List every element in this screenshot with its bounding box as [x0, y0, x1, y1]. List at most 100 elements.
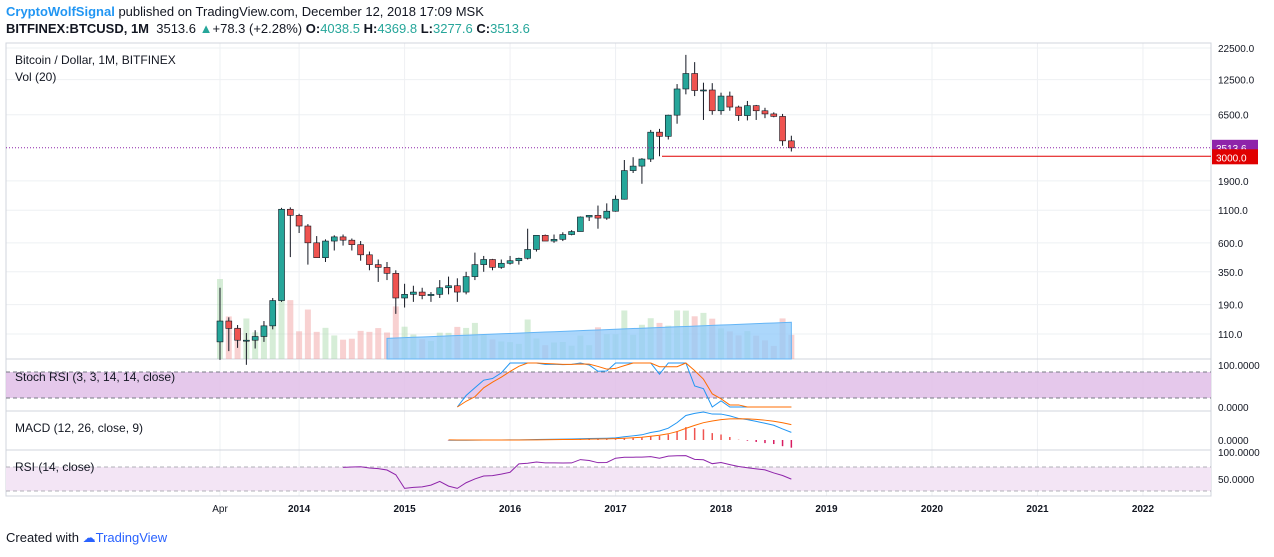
candle-body	[295, 215, 303, 227]
ohlc-header: BITFINEX:BTCUSD, 1M 3513.6 ▲+78.3 (+2.28…	[6, 21, 530, 36]
candle-body	[506, 260, 514, 264]
price-tick-label: 22500.0	[1218, 44, 1255, 55]
price-axis: 22500.0 12500.0 6500.0 1900.0 1100.0 600.0 350…	[1218, 44, 1255, 341]
volume-pane-title: Vol (20)	[15, 70, 56, 84]
time-tick-label: 2015	[393, 504, 416, 515]
price-tick-label: 12500.0	[1218, 76, 1255, 87]
candle-body	[568, 231, 575, 235]
candle-body	[383, 267, 391, 274]
volume-bar	[287, 300, 294, 359]
author-link[interactable]: CryptoWolfSignal	[6, 4, 115, 19]
candle-body	[656, 131, 663, 137]
price-tick-label: 110.0	[1218, 330, 1243, 341]
time-axis: Apr 2014 2015 2016 2017 2018 2019 2020 2021 2022	[212, 504, 1154, 515]
l-label: L:	[420, 21, 433, 36]
volume-bar	[366, 331, 373, 359]
volume-bar	[340, 339, 347, 359]
time-tick-label: 2017	[604, 504, 627, 515]
candle-body	[761, 110, 769, 115]
candle-body	[366, 254, 373, 265]
candle-body	[313, 242, 320, 258]
time-tick-label: 2014	[288, 504, 311, 515]
time-tick-label: 2021	[1026, 504, 1049, 515]
candle-body	[471, 264, 479, 277]
candle-body	[559, 234, 567, 240]
tradingview-brand-link[interactable]: TradingView	[95, 530, 168, 545]
candle-body	[348, 239, 356, 245]
candle-body	[533, 235, 540, 250]
footer: Created with ☁TradingView	[6, 530, 167, 546]
h-label: H:	[363, 21, 378, 36]
macd-pane-title: MACD (12, 26, close, 9)	[15, 421, 143, 435]
main-pane[interactable]	[5, 42, 1212, 360]
h-value: 4369.8	[377, 21, 418, 36]
candle-body	[691, 73, 698, 91]
candle-body	[304, 225, 312, 244]
level-price-label: 3000.0	[1216, 153, 1247, 164]
level-price-label-bg	[1212, 149, 1258, 165]
time-tick-label: 2018	[710, 504, 733, 515]
time-tick-label: 2022	[1132, 504, 1155, 515]
stoch-pane-title: Stoch RSI (3, 3, 14, 14, close)	[15, 370, 175, 384]
candle-body	[726, 95, 734, 108]
candle-body	[541, 235, 549, 242]
candle-body	[621, 170, 628, 200]
macd-tick-0: 0.0000	[1218, 436, 1249, 447]
tradingview-logo-icon[interactable]: ☁	[82, 530, 96, 545]
price-tick-label: 600.0	[1218, 239, 1243, 250]
publish-header: CryptoWolfSignal published on TradingVie…	[6, 4, 484, 19]
volume-bar	[392, 306, 399, 359]
up-arrow-icon: ▲	[199, 21, 213, 36]
candle-body	[243, 339, 250, 342]
change-value: +78.3 (+2.28%)	[212, 21, 303, 36]
candle-body	[682, 73, 690, 90]
candle-body	[585, 215, 593, 218]
o-label: O:	[305, 21, 321, 36]
c-label: C:	[476, 21, 491, 36]
candle-body	[225, 320, 233, 329]
candle-body	[770, 113, 778, 117]
candle-body	[612, 198, 619, 212]
o-value: 4038.5	[320, 21, 360, 36]
candle-body	[427, 294, 435, 296]
candle-body	[700, 89, 707, 92]
candle-body	[410, 291, 417, 295]
grid	[6, 43, 1211, 496]
time-tick-label: 2020	[921, 504, 944, 515]
candle-body	[374, 264, 382, 268]
main-pane-title: Bitcoin / Dollar, 1M, BITFINEX	[15, 53, 176, 67]
candle-body	[436, 287, 444, 295]
candle-body	[524, 249, 531, 259]
volume-bar	[313, 331, 320, 359]
published-text: published on TradingView.com, December 1…	[118, 4, 484, 19]
candle-body	[287, 208, 294, 216]
candle-body	[454, 285, 461, 293]
candle-body	[673, 88, 681, 116]
candle-body	[392, 273, 400, 299]
rsi-tick-100: 100.0000	[1218, 448, 1260, 459]
volume-bar	[331, 335, 338, 359]
volume-bar	[375, 328, 382, 359]
candle-body	[717, 95, 725, 112]
candle-body	[629, 165, 637, 171]
price-tick-label: 1100.0	[1218, 206, 1248, 217]
candle-body	[278, 208, 285, 301]
stoch-band	[6, 372, 1211, 398]
volume-bar	[357, 330, 364, 359]
time-tick-label: 2016	[499, 504, 522, 515]
candle-body	[594, 215, 602, 219]
symbol-label: BITFINEX:BTCUSD, 1M	[6, 21, 149, 36]
candle-body	[603, 210, 611, 219]
candle-body	[269, 300, 277, 327]
candle-body	[357, 244, 364, 256]
stoch-d-line	[457, 362, 792, 408]
candle-body	[462, 276, 470, 293]
candle-body	[401, 294, 408, 299]
candle-body	[216, 320, 224, 343]
time-tick-label: 2019	[815, 504, 838, 515]
candle-body	[735, 106, 742, 116]
macd-pane[interactable]	[5, 410, 1212, 451]
candle-body	[664, 114, 672, 137]
candle-body	[708, 89, 716, 112]
